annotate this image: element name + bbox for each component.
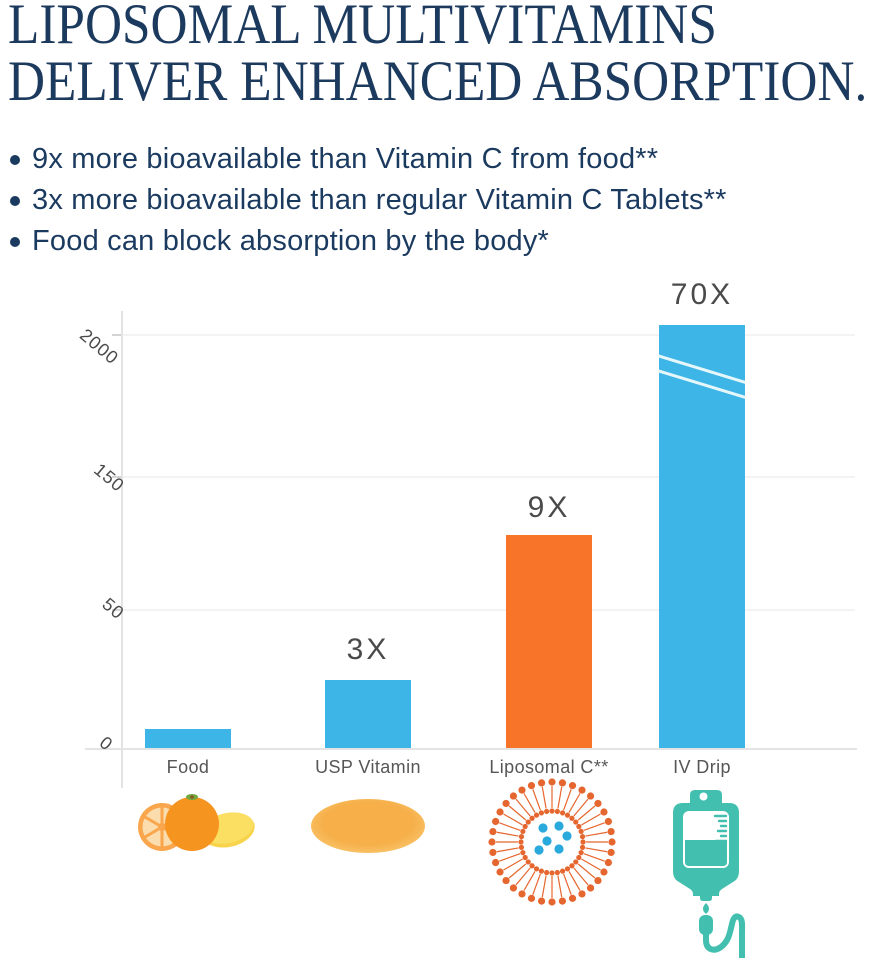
citrus-fruits-icon [138,794,255,851]
list-item: 3x more bioavailable than regular Vitami… [8,183,875,217]
liposome-icon [488,778,616,906]
bar-liposomal-c [506,535,592,748]
benefit-bullet-list: 9x more bioavailable than Vitamin C from… [8,142,875,265]
bullet-text-3: Food can block absorption by the body* [32,225,550,257]
bullet-icon [10,237,20,247]
y-tick-label-50: 50 [98,593,129,624]
bar-usp-vitamin [325,680,411,748]
axis-break-mark [659,368,745,401]
headline-line-1: LIPOSOMAL MULTIVITAMINS [8,0,717,56]
y-tick-label-2000: 2000 [76,324,123,369]
page-title: LIPOSOMAL MULTIVITAMINS DELIVER ENHANCED… [8,0,875,110]
tablet-pill-icon [311,799,425,853]
whole-orange-icon [165,794,219,851]
gridline-150 [123,476,855,478]
bar-value-label-9x: 9X [527,491,571,524]
y-axis-line [121,311,123,788]
x-category-label-food: Food [166,757,210,777]
bar-value-label-70x: 70X [670,278,734,311]
bar-food [145,729,231,748]
y-tick-mark [112,334,121,336]
bullet-icon [10,155,20,165]
x-category-label-iv-drip: IV Drip [673,757,731,777]
y-tick-mark [112,476,121,478]
list-item: Food can block absorption by the body* [8,224,875,258]
bullet-text-1: 9x more bioavailable than Vitamin C from… [32,143,659,175]
gridline-2000 [123,334,855,336]
bullet-text-2: 3x more bioavailable than regular Vitami… [32,184,727,216]
list-item: 9x more bioavailable than Vitamin C from… [8,142,875,176]
headline-line-2: DELIVER ENHANCED ABSORPTION. [8,50,868,113]
x-category-label-liposomal-c: Liposomal C** [489,757,609,777]
y-tick-mark [112,609,121,611]
iv-drip-bag-icon [673,790,746,958]
x-category-label-usp-vitamin: USP Vitamin [315,757,421,777]
gridline-50 [123,609,855,611]
x-axis-line [85,748,857,750]
bar-value-label-3x: 3X [346,633,390,666]
bullet-icon [10,196,20,206]
bar-iv-drip [659,325,745,748]
axis-break-mark [659,353,745,386]
y-tick-label-0: 0 [95,732,117,755]
